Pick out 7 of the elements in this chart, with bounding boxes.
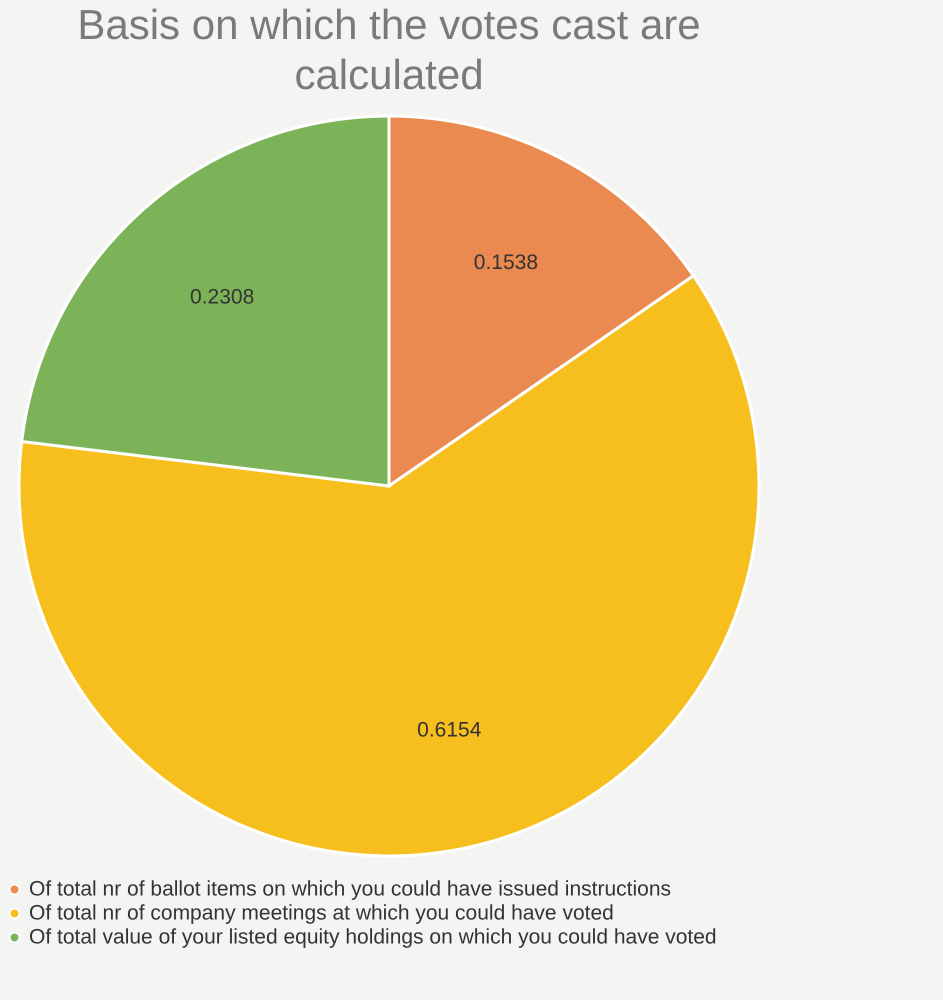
chart-title: Basis on which the votes cast are calculated [77, 1, 701, 98]
legend-label: Of total value of your listed equity holdings on which you could have voted [29, 926, 717, 948]
legend-label: Of total nr of ballot items on which you could have issued instructions [29, 878, 671, 900]
data-label: 0.2308 [190, 286, 254, 309]
data-label: 0.6154 [417, 718, 482, 742]
data-label: 0.1538 [474, 251, 538, 274]
legend-label: Of total nr of company meetings at which you could have voted [29, 902, 614, 924]
